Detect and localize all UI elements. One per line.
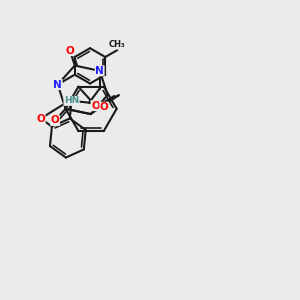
Text: O: O	[91, 100, 100, 111]
Text: O: O	[36, 113, 45, 124]
Text: CH₃: CH₃	[109, 40, 125, 49]
Text: O: O	[100, 102, 109, 112]
Text: N: N	[95, 66, 104, 76]
Text: N: N	[53, 80, 62, 89]
Text: O: O	[66, 46, 74, 56]
Text: HN: HN	[64, 96, 79, 105]
Text: O: O	[51, 116, 59, 125]
